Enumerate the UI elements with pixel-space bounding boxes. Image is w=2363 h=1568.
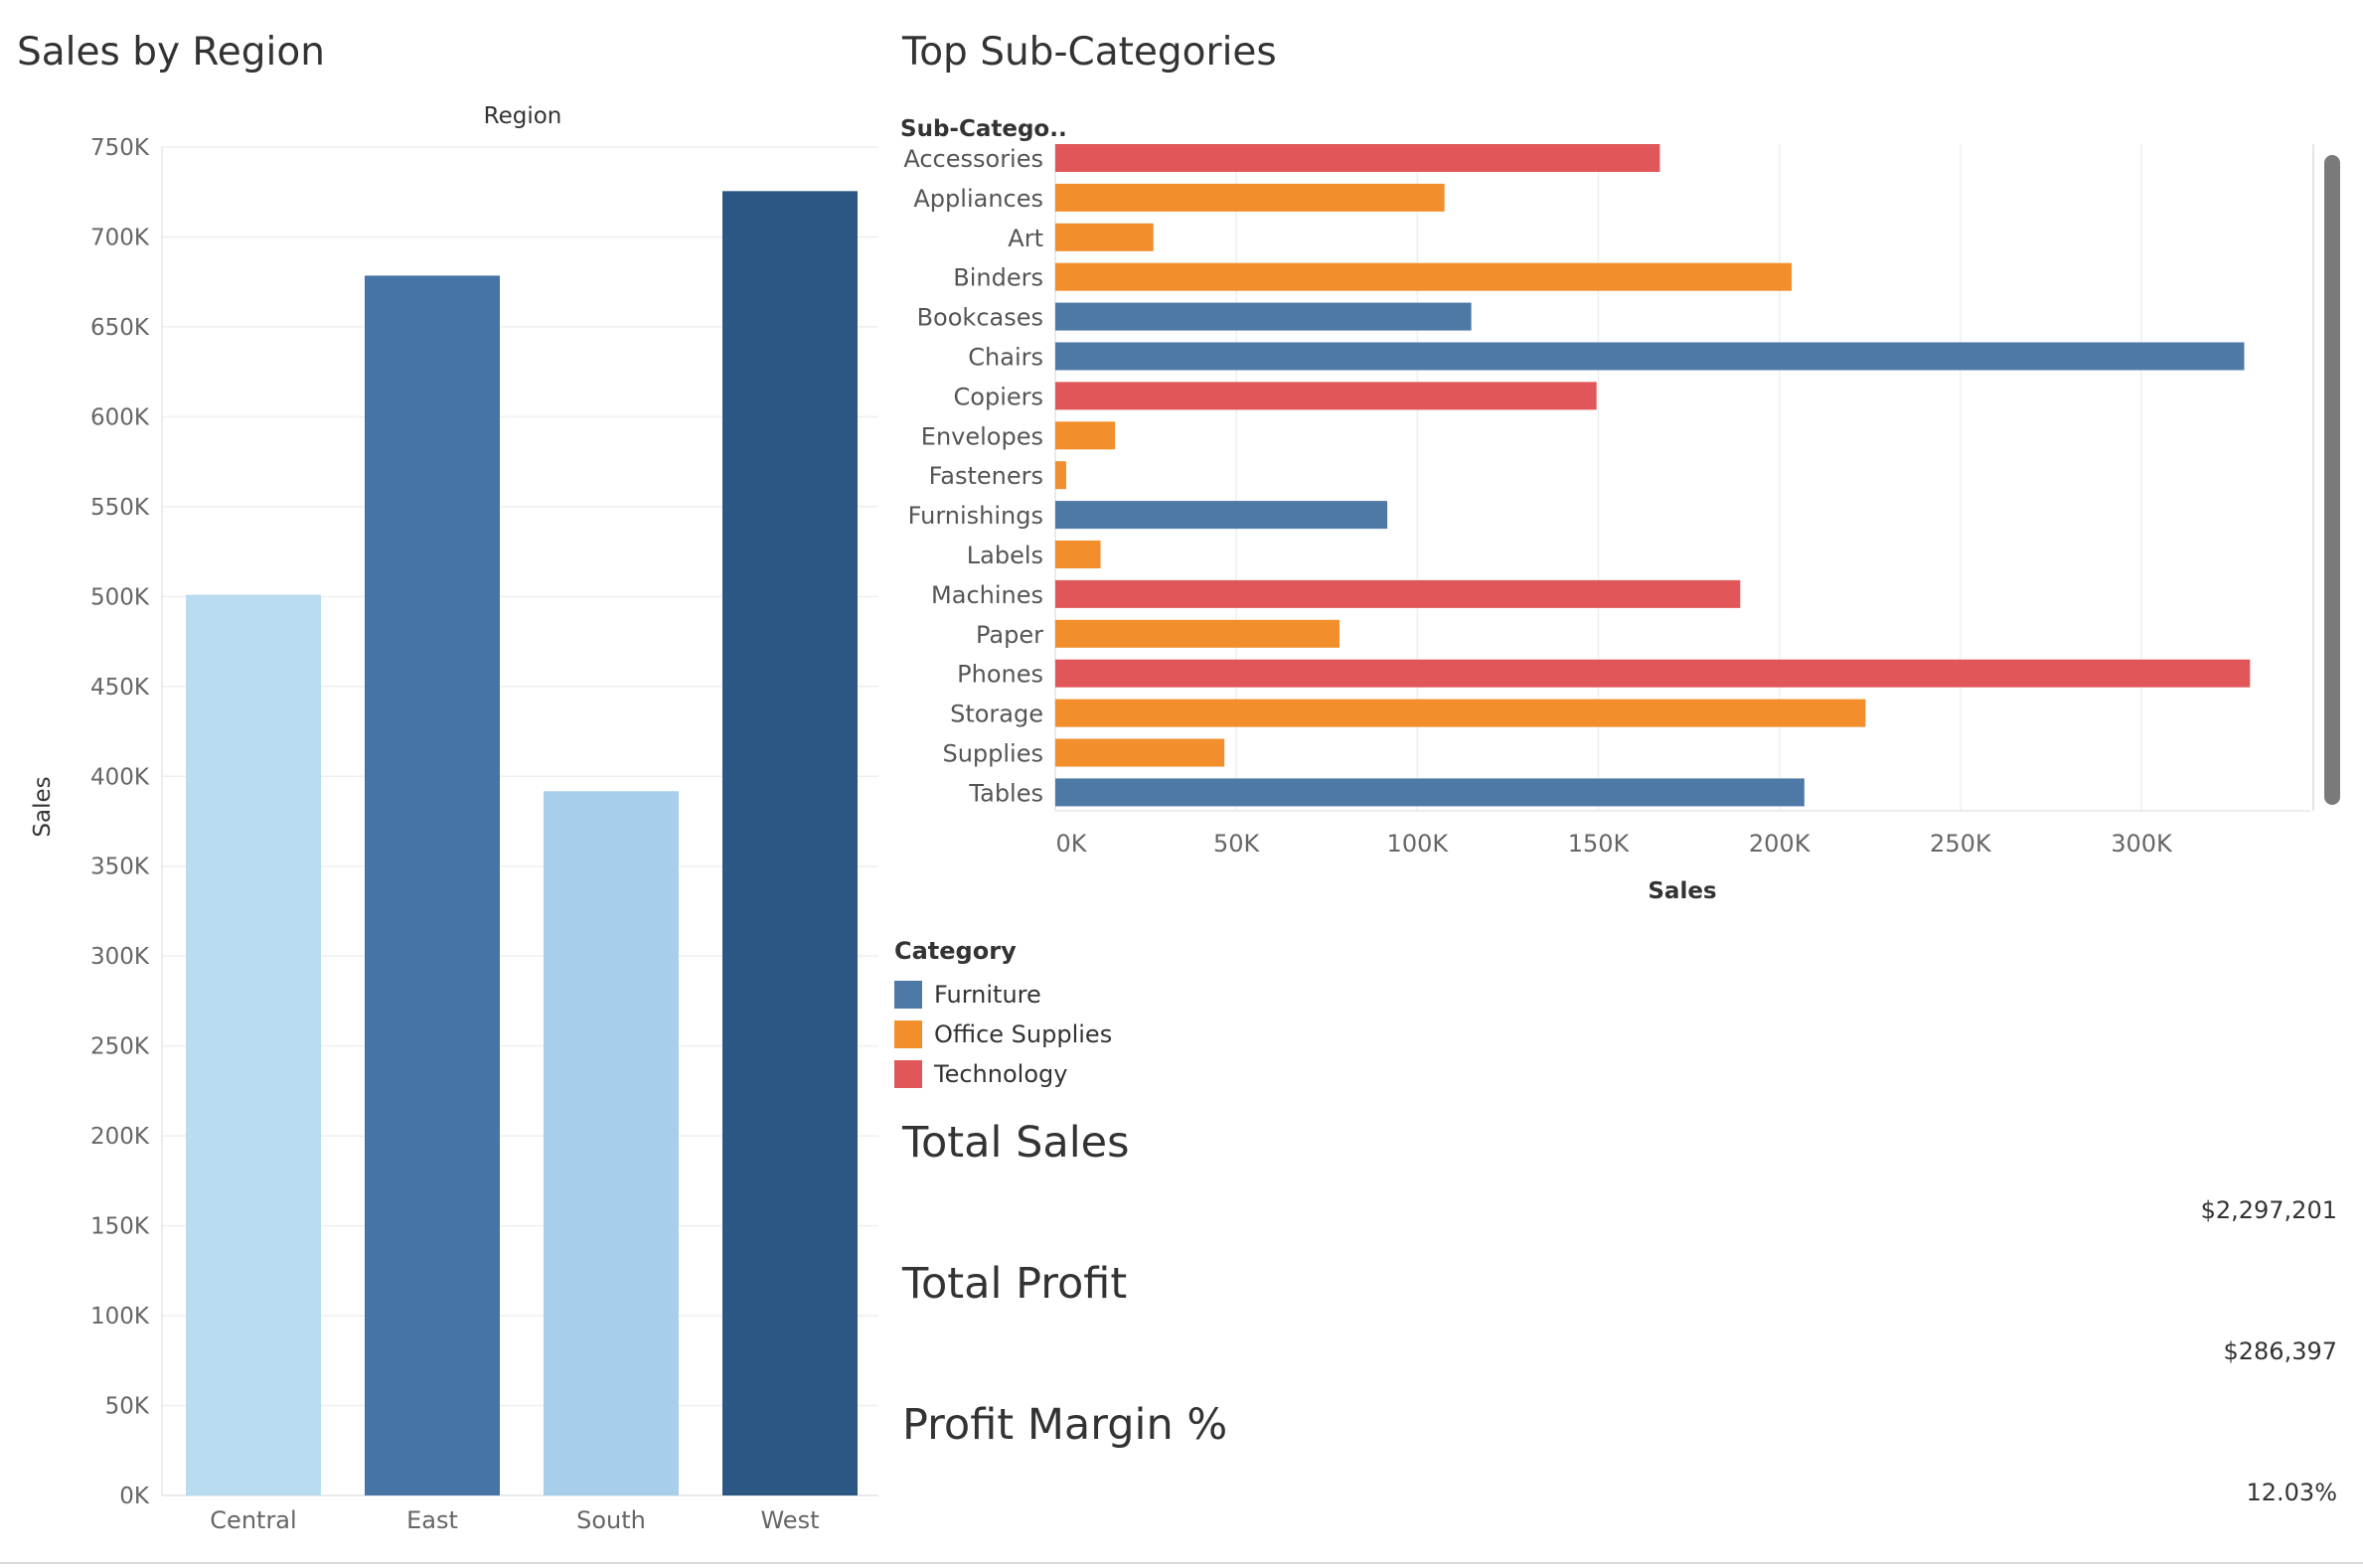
region-y-tick-label: 350K (90, 855, 150, 880)
subcat-bar-fasteners (1055, 461, 1066, 490)
subcat-category-label: Tables (968, 779, 1043, 807)
subcat-category-label: Bookcases (917, 304, 1043, 332)
subcat-category-label: Appliances (913, 185, 1043, 213)
subcat-scrollbar-thumb[interactable] (2324, 155, 2340, 805)
region-chart-header: Region (484, 103, 562, 129)
region-y-tick-label: 300K (90, 944, 150, 970)
region-chart-bars (186, 191, 858, 1496)
region-y-tick-label: 550K (90, 495, 150, 521)
region-y-tick-label: 700K (90, 225, 150, 250)
subcat-bar-tables (1055, 778, 1805, 807)
subcat-category-label: Chairs (968, 344, 1043, 372)
kpi-total-sales-value: $2,297,201 (2200, 1196, 2337, 1224)
subcat-chart-header: Sub-Catego.. (900, 116, 1067, 142)
subcat-x-tick-label: 100K (1387, 830, 1450, 858)
subcat-x-tick-label: 0K (1055, 830, 1087, 858)
subcat-bar-chairs (1055, 342, 2245, 371)
legend-item-technology[interactable]: Technology (894, 1054, 1112, 1094)
subcat-category-label: Fasteners (929, 462, 1043, 490)
region-bar-central (186, 594, 321, 1495)
subcat-bar-supplies (1055, 738, 1225, 767)
region-y-tick-label: 0K (119, 1484, 150, 1509)
kpi-total-sales-title: Total Sales (902, 1118, 1130, 1168)
legend-label: Office Supplies (934, 1020, 1113, 1048)
subcat-category-label: Labels (967, 542, 1043, 569)
subcat-x-tick-label: 150K (1568, 830, 1631, 858)
subcat-bar-machines (1055, 579, 1741, 608)
subcat-x-tick-label: 250K (1930, 830, 1992, 858)
subcat-bar-art (1055, 223, 1154, 251)
subcat-category-label: Supplies (942, 740, 1043, 768)
subcat-category-label: Furnishings (908, 502, 1043, 530)
region-y-tick-label: 250K (90, 1034, 150, 1060)
kpi-profit-margin-value: 12.03% (2246, 1479, 2337, 1506)
legend-swatch-office-supplies (894, 1020, 922, 1048)
subcat-category-label: Storage (950, 701, 1043, 728)
subcat-x-tick-label: 200K (1749, 830, 1812, 858)
legend-item-furniture[interactable]: Furniture (894, 975, 1112, 1015)
subcat-bar-labels (1055, 541, 1101, 568)
region-bar-west (722, 191, 858, 1496)
region-y-tick-label: 50K (105, 1394, 150, 1420)
region-x-label: East (406, 1506, 458, 1534)
legend-swatch-furniture (894, 981, 922, 1009)
region-x-label: Central (210, 1506, 296, 1534)
subcat-bar-storage (1055, 699, 1866, 727)
subcat-category-label: Copiers (954, 383, 1043, 410)
subcat-bar-binders (1055, 262, 1793, 291)
subcat-bar-envelopes (1055, 421, 1116, 450)
subcat-category-label: Art (1008, 225, 1043, 252)
legend-swatch-technology (894, 1060, 922, 1088)
subcat-x-tick-label: 50K (1213, 830, 1261, 858)
subcat-x-tick-label: 300K (2111, 830, 2173, 858)
subcat-category-label: Paper (976, 621, 1043, 649)
subcat-category-label: Phones (957, 661, 1043, 689)
subcat-chart-category-labels: Accessories Appliances Art Binders Bookcases… (903, 145, 1043, 807)
region-chart-y-ticks: 0K 50K 100K 150K 200K 250K 300K 350K 400K 450K 500… (90, 135, 150, 1509)
region-y-tick-label: 600K (90, 404, 150, 430)
category-legend: Category Furniture Office Supplies Techn… (894, 937, 1112, 1094)
legend-title: Category (894, 937, 1017, 965)
subcat-category-label: Envelopes (921, 422, 1043, 450)
kpi-total-profit-value: $286,397 (2223, 1337, 2337, 1365)
subcat-chart-bars (1055, 144, 2251, 807)
legend-item-office-supplies[interactable]: Office Supplies (894, 1015, 1112, 1054)
kpi-total-profit-title: Total Profit (902, 1259, 1128, 1309)
region-y-tick-label: 400K (90, 764, 150, 790)
subcat-bar-furnishings (1055, 501, 1388, 530)
subcat-bar-appliances (1055, 183, 1445, 212)
subcat-chart-x-axis-title: Sales (1648, 878, 1716, 904)
region-y-tick-label: 750K (90, 135, 150, 161)
region-y-tick-label: 450K (90, 675, 150, 701)
subcat-category-label: Machines (931, 581, 1043, 609)
region-chart-title: Sales by Region (17, 30, 325, 75)
subcat-bar-accessories (1055, 144, 1660, 172)
region-y-tick-label: 200K (90, 1124, 150, 1150)
bottom-divider (0, 1562, 2363, 1564)
subcat-bar-phones (1055, 659, 2251, 688)
region-bar-east (365, 275, 500, 1496)
region-x-label: West (760, 1506, 819, 1534)
legend-label: Furniture (934, 981, 1041, 1009)
subcat-chart-title: Top Sub-Categories (902, 30, 1277, 75)
region-chart-y-axis-title: Sales (30, 776, 56, 837)
region-chart-x-labels: Central East South West (210, 1506, 819, 1534)
subcat-bar-paper (1055, 619, 1340, 648)
region-y-tick-label: 100K (90, 1304, 150, 1330)
subcat-category-label: Accessories (903, 145, 1043, 173)
subcat-chart-x-ticks: 0K 50K 100K 150K 200K 250K 300K (1055, 830, 2173, 858)
subcat-bar-copiers (1055, 382, 1597, 410)
region-x-label: South (576, 1506, 646, 1534)
subcat-category-label: Binders (953, 264, 1043, 292)
subcat-bar-bookcases (1055, 302, 1472, 331)
kpi-profit-margin-title: Profit Margin % (902, 1400, 1228, 1450)
legend-label: Technology (934, 1060, 1068, 1088)
region-y-tick-label: 650K (90, 315, 150, 341)
region-y-tick-label: 150K (90, 1214, 150, 1240)
region-y-tick-label: 500K (90, 584, 150, 610)
region-bar-south (544, 791, 679, 1495)
